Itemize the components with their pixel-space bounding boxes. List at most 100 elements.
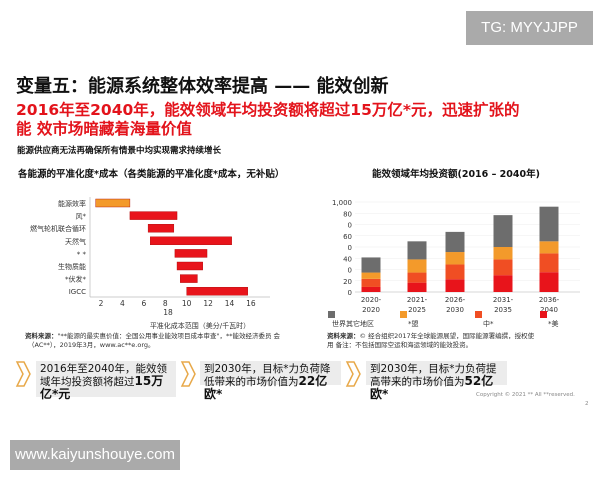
category-label: 2036- bbox=[539, 296, 560, 304]
callout-box: 到2030年，目标*力负荷降低带来的市场价值为22亿欧* bbox=[200, 361, 341, 400]
subtitle-line-2: 能 效市场暗藏着海量价值 bbox=[16, 120, 192, 138]
stacked-bar-segment bbox=[493, 275, 513, 292]
x-tick-label: 16 bbox=[246, 299, 256, 308]
x-tick-label: 6 bbox=[141, 299, 146, 308]
legend-swatch bbox=[400, 311, 407, 318]
watermark-badge: TG: MYYJJPP bbox=[466, 11, 593, 45]
category-label: 燃气轮机联合循环 bbox=[30, 224, 86, 233]
y-tick-label: 1,000 bbox=[332, 199, 352, 207]
range-bar bbox=[147, 224, 175, 233]
stacked-bar-segment bbox=[493, 259, 513, 276]
category-label: IGCC bbox=[69, 288, 86, 296]
y-tick-label: 60 bbox=[343, 233, 352, 241]
range-bar bbox=[150, 236, 232, 245]
right-chart-source-2: 用 备注：不包括国际空运和海运领域的能效投资。 bbox=[327, 341, 473, 349]
x-tick-label: 10 bbox=[182, 299, 192, 308]
x-tick-label: 4 bbox=[120, 299, 125, 308]
category-label: *伏发* bbox=[65, 275, 86, 284]
x-tick-label: 18 bbox=[163, 308, 173, 317]
y-tick-label: 0 bbox=[348, 244, 352, 252]
category-label: 2025 bbox=[408, 306, 426, 314]
category-label: 2026- bbox=[445, 296, 466, 304]
range-bar bbox=[95, 198, 131, 208]
category-label: * * bbox=[77, 250, 87, 258]
legend-label: *盟 bbox=[408, 320, 419, 328]
category-label: 2020- bbox=[361, 296, 382, 304]
callout-box: 2016年至2040年，能效领域年均投资额将超过15万亿*元 bbox=[36, 361, 176, 400]
stacked-bar-segment bbox=[445, 252, 465, 265]
stacked-bar-segment bbox=[361, 272, 381, 279]
y-tick-label: 20 bbox=[343, 278, 352, 286]
copyright: Copyright © 2021 ** All **reserved. bbox=[476, 392, 575, 398]
category-label: 风* bbox=[76, 213, 87, 221]
category-label: 2021- bbox=[407, 296, 428, 304]
category-label: 2040 bbox=[540, 306, 558, 314]
left-chart-source: 资料来源："**能源的最实惠价值：全国公用事业能效项目成本审查"，**能效经济委… bbox=[25, 330, 280, 340]
x-tick-label: 2 bbox=[99, 299, 104, 308]
y-tick-label: 0 bbox=[348, 267, 352, 275]
watermark-url: www.kaiyunshouye.com bbox=[10, 440, 180, 470]
y-tick-label: 80 bbox=[343, 210, 352, 218]
chevron-right-icon bbox=[180, 361, 196, 387]
stacked-bar-segment bbox=[407, 259, 427, 273]
stacked-bar-segment bbox=[493, 215, 513, 247]
stacked-bar-segment bbox=[407, 282, 427, 292]
left-chart-source-2: （AC**），2019年3月，www.ac**e.org。 bbox=[28, 341, 155, 349]
note: 能源供应商无法再确保所有情景中均实现需求持续增长 bbox=[17, 146, 222, 156]
y-tick-label: 0 bbox=[348, 222, 352, 230]
range-bar bbox=[129, 211, 178, 220]
category-label: 能源效率 bbox=[58, 199, 86, 208]
subtitle-line-1: 2016年至2040年，能效领域年均投资额将超过15万亿*元，迅速扩张的 bbox=[16, 101, 520, 119]
callout-highlight: 22亿欧* bbox=[204, 374, 328, 401]
right-chart-source: 资料来源：© 经合组织2017年全球能源展望，国际能源署编撰，授权使 bbox=[327, 330, 534, 340]
stacked-bar-segment bbox=[539, 241, 559, 254]
callout-text: 到2030年，目标*力负荷提高带来的市场价值为 bbox=[370, 363, 497, 388]
left-chart-title: 各能源的平准化度*成本（各类能源的平准化度*成本，无补贴） bbox=[18, 169, 285, 180]
legend-swatch bbox=[475, 311, 482, 318]
stacked-bar-segment bbox=[361, 278, 381, 287]
y-tick-label: 0 bbox=[348, 289, 352, 297]
category-label: 2020 bbox=[362, 306, 380, 314]
callout-highlight: 15万亿*元 bbox=[40, 374, 164, 401]
category-label: 2035 bbox=[494, 306, 512, 314]
stacked-bar-segment bbox=[445, 231, 465, 253]
x-axis-label: 平准化成本范围（美分/千瓦时） bbox=[150, 321, 250, 330]
callout-box: 到2030年，目标*力负荷提高带来的市场价值为52亿欧* bbox=[366, 361, 507, 400]
right-chart-title: 能效领域年均投资额(2016 – 2040年) bbox=[372, 169, 540, 180]
legend-label: 世界其它地区 bbox=[332, 319, 374, 328]
chevron-right-icon bbox=[15, 361, 31, 387]
range-bar bbox=[174, 249, 208, 258]
callout-highlight: 52亿欧* bbox=[370, 374, 494, 401]
stacked-bar-segment bbox=[539, 206, 559, 242]
callout-text: 2016年至2040年，能效领域年均投资额将超过 bbox=[40, 363, 167, 388]
x-tick-label: 8 bbox=[163, 299, 168, 308]
stacked-bar-segment bbox=[539, 272, 559, 292]
callout-text: 到2030年，目标*力负荷降低带来的市场价值为 bbox=[204, 363, 331, 388]
range-bar bbox=[176, 261, 203, 271]
page-number: 2 bbox=[585, 401, 589, 407]
source-label: 资料来源： bbox=[25, 332, 58, 340]
source-label: 资料来源： bbox=[327, 332, 360, 340]
stacked-bar-segment bbox=[445, 264, 465, 280]
legend-swatch bbox=[328, 311, 335, 318]
stacked-bar-segment bbox=[445, 279, 465, 292]
range-bar bbox=[186, 286, 248, 296]
range-bar bbox=[180, 274, 198, 283]
page-title: 变量五：能源系统整体效率提高 —— 能效创新 bbox=[16, 76, 389, 97]
source-text: "**能源的最实惠价值：全国公用事业能效项目成本审查"，**能效经济委员 会 bbox=[57, 332, 281, 340]
stacked-bar-segment bbox=[539, 253, 559, 273]
stacked-bar-segment bbox=[361, 286, 381, 292]
source-text: © 经合组织2017年全球能源展望，国际能源署编撰，授权使 bbox=[359, 332, 535, 340]
stacked-bar-segment bbox=[361, 257, 381, 273]
x-tick-label: 12 bbox=[203, 299, 213, 308]
x-tick-label: 14 bbox=[225, 299, 235, 308]
chevron-right-icon bbox=[345, 361, 361, 387]
stacked-bar-segment bbox=[493, 247, 513, 260]
y-tick-label: 40 bbox=[343, 255, 352, 263]
stacked-bar-segment bbox=[407, 241, 427, 260]
legend-label: *美 bbox=[548, 319, 559, 328]
category-label: 生物质能 bbox=[58, 262, 86, 271]
legend-swatch bbox=[540, 311, 547, 318]
stacked-bar-segment bbox=[407, 272, 427, 283]
